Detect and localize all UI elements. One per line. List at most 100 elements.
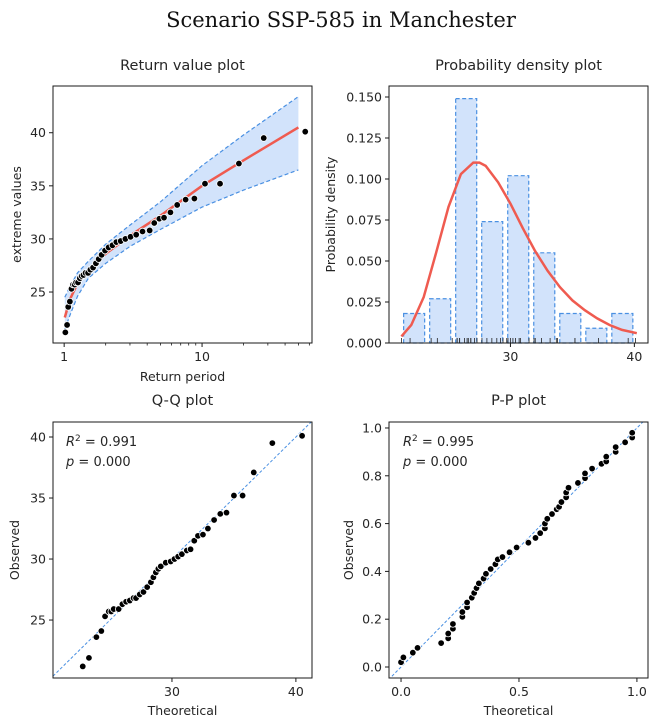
pdf-plot-area: 30 40 0.000 0.025 0.050 0.075 0.100 0.125 0.150 (346, 85, 649, 364)
data-point (216, 510, 224, 518)
histogram-bar (559, 312, 582, 344)
pp-r2-annotation: R2 = 0.995 (403, 434, 474, 450)
pp-p-value: 0.000 (430, 455, 467, 470)
data-point (611, 443, 620, 451)
data-point (178, 550, 186, 558)
data-point (564, 484, 573, 492)
data-point (210, 516, 218, 524)
data-point (85, 654, 93, 662)
data-point (512, 543, 521, 552)
data-point (61, 328, 70, 337)
data-point (498, 553, 507, 561)
qq-plot: Q-Q plot Theoretical Observed 30 40 25 30 35… (7, 393, 313, 718)
data-point (482, 570, 490, 578)
return-value-ytick-label: 35 (30, 178, 46, 193)
data-point (413, 644, 422, 652)
pp-ylabel: Observed (341, 520, 356, 580)
data-point (150, 219, 158, 227)
pp-plot: P-P plot Theoretical Observed 0.0 0.5 1.00… (341, 393, 649, 718)
figure-suptitle: Scenario SSP-585 in Manchester (166, 8, 517, 32)
qq-ytick-label: 25 (30, 613, 46, 628)
return-value-xtick-label: 1 (60, 349, 68, 364)
ci-lower-line (64, 169, 299, 330)
data-point (449, 620, 457, 628)
histogram-bar (585, 327, 608, 344)
data-point (199, 530, 207, 539)
qq-xlabel: Theoretical (147, 703, 218, 718)
qq-frame (52, 421, 313, 679)
pdf-ytick-label: 0.150 (346, 89, 382, 104)
return-value-plot-area: 1 10 25 30 35 40 (30, 85, 313, 364)
confidence-band (64, 96, 299, 330)
data-point (132, 230, 140, 239)
data-point (145, 226, 154, 235)
pp-ytick-label: 0.2 (362, 612, 382, 627)
data-point (114, 605, 123, 613)
qq-ytick-label: 40 (30, 430, 46, 445)
pdf-ytick-label: 0.075 (346, 212, 382, 227)
qq-ylabel: Observed (7, 520, 22, 580)
data-point (581, 469, 589, 478)
data-point (543, 515, 551, 523)
return-value-plot: Return value plot Return period extreme … (9, 58, 313, 384)
data-point (222, 508, 231, 517)
data-point (238, 491, 247, 500)
pdf-ytick-label: 0.050 (346, 253, 382, 268)
pdf-xtick-label: 40 (626, 349, 642, 364)
qq-ytick-label: 30 (30, 552, 46, 567)
return-value-ylabel: extreme values (9, 166, 24, 263)
data-point (475, 579, 483, 588)
return-value-title: Return value plot (120, 58, 245, 74)
identity-line (389, 422, 644, 678)
data-point (173, 201, 181, 209)
pdf-ytick-label: 0.025 (346, 294, 382, 309)
qq-r2-annotation: R2 = 0.991 (66, 434, 137, 450)
data-point (63, 321, 71, 329)
histogram-bar (429, 298, 452, 344)
histogram-bar (481, 221, 504, 344)
data-point (298, 432, 306, 440)
pdf-ytick-label: 0.125 (346, 130, 382, 145)
data-point (201, 180, 209, 188)
data-point (602, 452, 610, 461)
data-point (181, 195, 190, 204)
pp-ytick-label: 1.0 (362, 420, 382, 435)
data-point (97, 627, 106, 635)
qq-xtick-label: 40 (288, 684, 304, 699)
data-point (157, 562, 165, 571)
data-point (79, 662, 87, 671)
pp-xtick-label: 0.0 (391, 684, 411, 699)
return-value-xtick-label: 10 (194, 349, 210, 364)
data-point (139, 588, 148, 596)
data-point (536, 529, 544, 537)
qq-xtick-label: 30 (164, 684, 180, 699)
pp-title: P-P plot (491, 393, 546, 409)
data-point (250, 468, 258, 477)
pdf-title: Probability density plot (435, 58, 602, 74)
pp-r2-value: 0.995 (437, 435, 474, 450)
data-point (557, 498, 566, 506)
data-point (588, 464, 596, 473)
pp-ytick-label: 0.0 (362, 660, 382, 675)
qq-title: Q-Q plot (152, 393, 214, 409)
data-point (235, 159, 243, 168)
data-point (101, 612, 109, 621)
data-point (301, 127, 309, 136)
qq-ytick-label: 35 (30, 491, 46, 506)
return-value-frame (52, 85, 313, 344)
pdf-ylabel: Probability density (323, 156, 338, 272)
qq-p-value: 0.000 (93, 455, 130, 470)
data-point (505, 548, 514, 556)
data-point (409, 648, 417, 657)
data-point (66, 297, 74, 306)
pdf-plot: Probability density plot Probability den… (323, 58, 649, 364)
pp-p-annotation: p = 0.000 (402, 455, 468, 470)
pdf-ytick-label: 0.000 (346, 336, 382, 351)
qq-p-annotation: p = 0.000 (65, 455, 131, 470)
data-point (458, 608, 467, 616)
data-point (268, 439, 277, 447)
pp-ytick-label: 0.8 (362, 468, 382, 483)
data-point (531, 534, 540, 542)
data-point (463, 598, 471, 607)
